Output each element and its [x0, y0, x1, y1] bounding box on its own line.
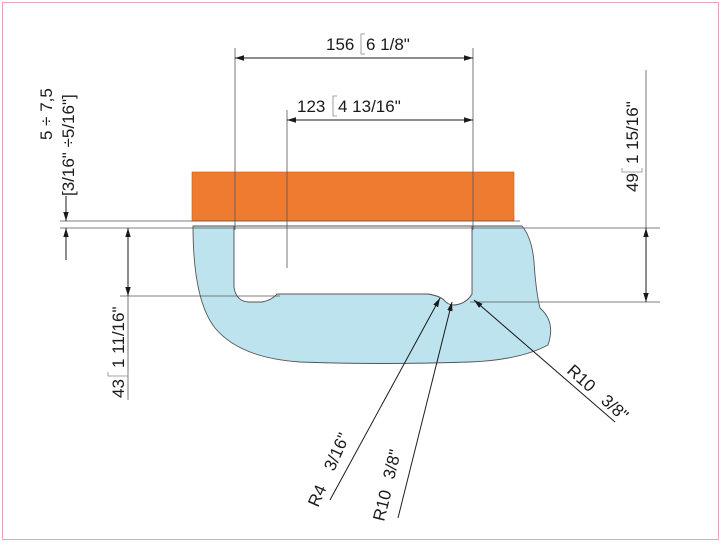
dim-43-inch: 1 11/16" — [109, 307, 128, 369]
dim-43-value: 43 — [109, 379, 128, 398]
dim-gap-value: 5 ÷ 7,5 — [37, 88, 56, 140]
dim-r4-value: R4 — [304, 482, 330, 510]
dim-r10-mid-inch: 3/8" — [379, 448, 405, 481]
dim-156-inch: 6 1/8" — [366, 35, 410, 54]
dim-49-inch: 1 15/16" — [623, 101, 642, 164]
dim-156-value: 156 — [326, 35, 354, 54]
dim-gap-inch: [3/16" ÷5/16"] — [59, 94, 78, 196]
dim-r10-right-inch: 3/8" — [597, 391, 632, 425]
groove-cavity — [233, 225, 473, 306]
dim-123-value: 123 — [297, 97, 325, 116]
dim-r10-mid-value: R10 — [369, 488, 395, 523]
dim-r4-inch: 3/16" — [320, 430, 353, 473]
dim-123-inch: 4 13/16" — [338, 97, 401, 116]
dim-r10-right-value: R10 — [563, 361, 599, 396]
orange-plate — [191, 171, 515, 222]
dim-49-value: 49 — [623, 173, 642, 192]
